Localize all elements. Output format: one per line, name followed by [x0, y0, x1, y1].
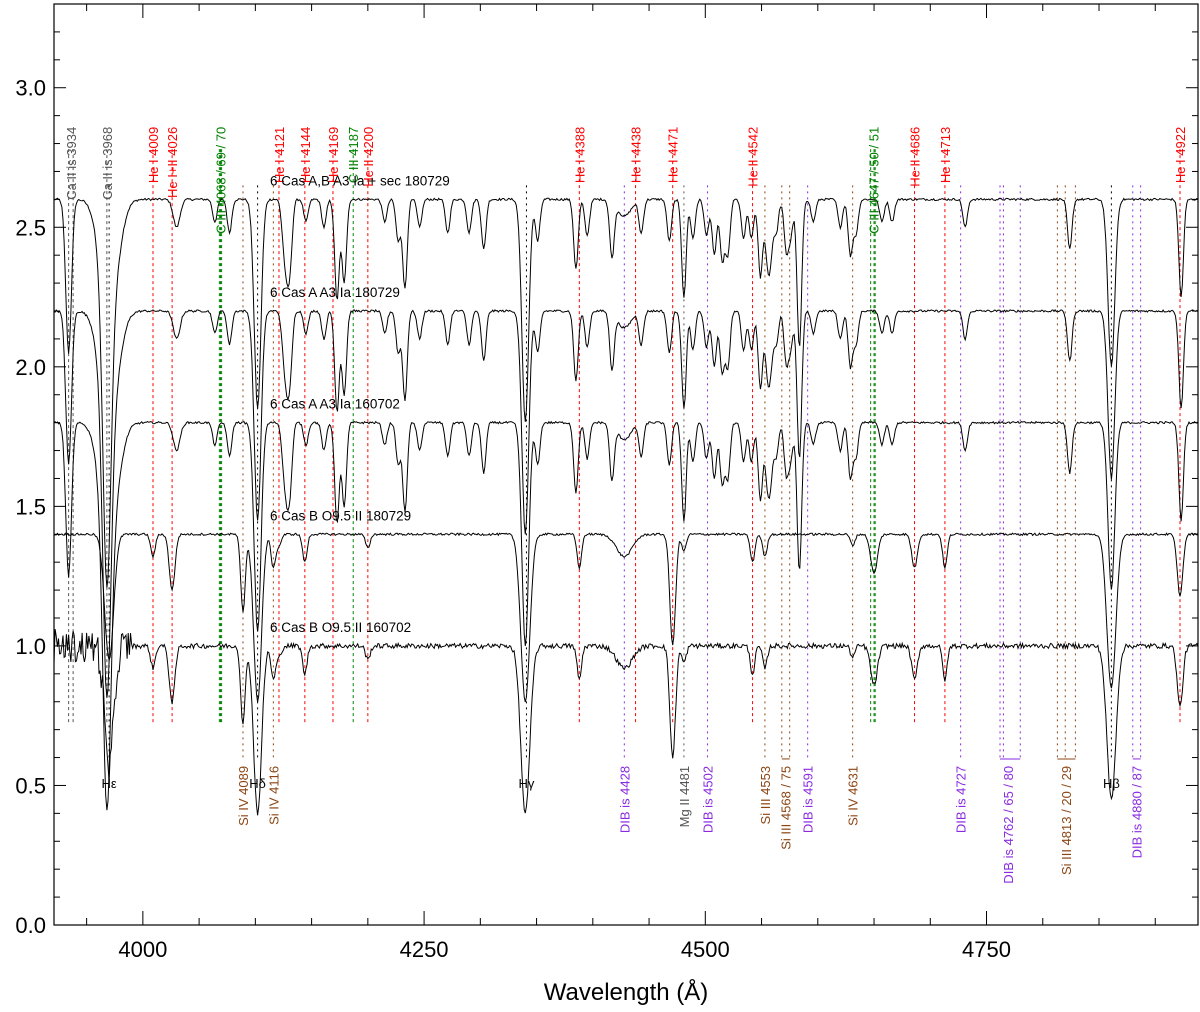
top-line-label: Ca II is 3968	[100, 127, 115, 200]
bottom-line-label: Si IV 4631	[846, 766, 861, 826]
top-line-label: He I 4169	[326, 127, 341, 183]
spectrum-label: 6 Cas A,B A3 Ia + sec 180729	[270, 173, 450, 188]
x-axis-label: Wavelength (Å)	[544, 978, 709, 1006]
x-tick-label: 4500	[681, 937, 730, 962]
hydrogen-line-label: Hγ	[519, 776, 535, 791]
y-tick-label: 0.0	[15, 913, 46, 938]
hydrogen-line-label: Hδ	[249, 776, 266, 791]
bottom-line-label: Si IV 4116	[266, 766, 281, 825]
bottom-line-label: DIB is 4502	[701, 766, 716, 833]
spectrum-labels: 6 Cas A,B A3 Ia + sec 180729 6 Cas A A3 I…	[270, 173, 450, 635]
bottom-line-label: Si III 4813 / 20 / 29	[1059, 766, 1074, 875]
line-identification-markers	[68, 149, 1181, 760]
top-line-label: He I 4438	[629, 127, 644, 183]
y-tick-label: 1.5	[15, 494, 46, 519]
top-line-label: Ca II is 3934	[64, 127, 79, 200]
top-line-label: He II 4542	[746, 127, 761, 187]
x-tick-label: 4750	[962, 937, 1011, 962]
bottom-line-label: Mg II 4481	[677, 766, 692, 827]
hydrogen-line-label: Hβ	[1103, 776, 1120, 791]
top-line-label: C III 4187	[346, 127, 361, 183]
axis-ticks: 0.0 0.5 1.0 1.5 2.0 2.5 3.0 4000 4250 4500 4750	[15, 4, 1198, 962]
spectrum-label: 6 Cas A A3 Ia 180729	[270, 285, 400, 300]
spectrum-line	[53, 532, 1199, 703]
top-line-label: He I 4121	[272, 127, 287, 183]
top-line-label: He II 4686	[908, 127, 923, 187]
top-line-label: He II 4200	[361, 127, 376, 187]
spectrum-line	[53, 629, 1199, 816]
y-tick-label: 1.0	[15, 634, 46, 659]
spectrum-label: 6 Cas B O9.5 II 160702	[270, 620, 411, 635]
spectrum-label: 6 Cas A A3 Ia 160702	[270, 397, 400, 412]
bottom-line-label: DIB is 4428	[617, 766, 632, 833]
bottom-line-label: DIB is 4762 / 65 / 80	[1001, 766, 1016, 884]
spectrum-line	[53, 197, 1199, 588]
top-line-label: He I 4388	[572, 127, 587, 183]
x-tick-label: 4250	[400, 937, 449, 962]
spectrum-line	[53, 420, 1199, 811]
y-tick-label: 0.5	[15, 773, 46, 798]
top-line-label: C III 4647 / 50 / 51	[866, 127, 881, 234]
bottom-line-label: DIB is 4880 / 87	[1130, 766, 1145, 859]
bottom-line-label: Si III 4568 / 75	[779, 766, 794, 850]
spectrum-label: 6 Cas B O9.5 II 180729	[270, 508, 411, 523]
spectrum-line	[53, 308, 1199, 698]
top-line-label: C III 4068 / 69 / 70	[214, 127, 229, 234]
line-labels: Ca II is 3934 Ca II is 3968 He I 4009 He I+…	[64, 127, 1188, 884]
hydrogen-line-label: Hε	[102, 776, 117, 791]
top-line-label: He I 4922	[1173, 127, 1188, 183]
bottom-line-label: DIB is 4591	[801, 766, 816, 833]
top-line-label: He I 4144	[298, 127, 313, 183]
plot-frame	[53, 3, 1199, 926]
top-line-label: He I+II 4026	[165, 127, 180, 198]
bottom-line-label: Si III 4553	[758, 766, 773, 825]
y-tick-label: 2.0	[15, 355, 46, 380]
spectra-group	[53, 197, 1199, 816]
y-tick-label: 3.0	[15, 76, 46, 101]
axes-group	[53, 3, 1199, 926]
top-line-label: He I 4009	[146, 127, 161, 183]
y-tick-label: 2.5	[15, 215, 46, 240]
top-line-label: He I 4471	[666, 127, 681, 183]
x-tick-label: 4000	[118, 937, 167, 962]
bottom-line-label: Si IV 4089	[236, 766, 251, 826]
bottom-line-label: DIB is 4727	[954, 766, 969, 833]
top-line-label: He I 4713	[938, 127, 953, 183]
